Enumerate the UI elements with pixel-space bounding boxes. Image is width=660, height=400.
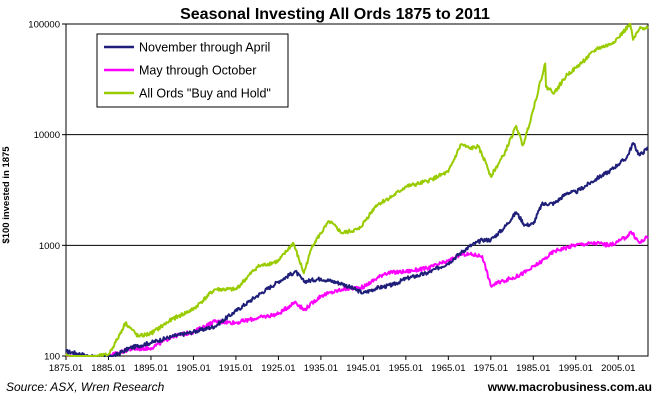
x-tick-label-1945: 1945.01 xyxy=(346,363,380,374)
y-tick-label-100000: 100000 xyxy=(28,20,60,31)
y-axis-ticks: 100 1000 10000 100000 xyxy=(28,20,66,363)
y-tick-label-100: 100 xyxy=(44,352,60,363)
x-tick-label-1925: 1925.01 xyxy=(261,363,295,374)
series-line-0 xyxy=(65,142,649,357)
website-credit: www.macrobusiness.com.au xyxy=(487,380,652,394)
x-tick-label-1995: 1995.01 xyxy=(559,363,593,374)
y-axis-label: $100 invested in 1875 xyxy=(1,146,12,244)
legend-label-2: All Ords "Buy and Hold" xyxy=(139,87,271,101)
x-axis-ticks: 1875.01 1885.01 1895.01 1905.01 1915.01 1925.… xyxy=(49,356,635,374)
legend: November through April May through Octobe… xyxy=(96,33,289,108)
y-tick-label-10000: 10000 xyxy=(34,130,60,141)
x-tick-label-1935: 1935.01 xyxy=(304,363,338,374)
x-tick-label-1955: 1955.01 xyxy=(389,363,423,374)
series-lines xyxy=(65,23,649,357)
x-tick-label-1875: 1875.01 xyxy=(49,363,83,374)
source-note: Source: ASX, Wren Research xyxy=(6,380,165,394)
legend-label-1: May through October xyxy=(139,64,256,78)
legend-label-0: November through April xyxy=(139,41,270,55)
x-tick-label-1885: 1885.01 xyxy=(91,363,125,374)
x-tick-label-1975: 1975.01 xyxy=(474,363,508,374)
x-tick-label-1895: 1895.01 xyxy=(134,363,168,374)
x-tick-label-1965: 1965.01 xyxy=(431,363,465,374)
x-tick-label-1985: 1985.01 xyxy=(516,363,550,374)
x-tick-label-1915: 1915.01 xyxy=(219,363,253,374)
y-tick-label-1000: 1000 xyxy=(39,241,60,252)
plot-frame xyxy=(65,23,649,357)
x-tick-label-1905: 1905.01 xyxy=(176,363,210,374)
series-line-1 xyxy=(65,230,649,357)
chart-title: Seasonal Investing All Ords 1875 to 2011 xyxy=(180,6,490,23)
x-tick-label-2005: 2005.01 xyxy=(601,363,635,374)
series-line-2 xyxy=(65,23,649,357)
